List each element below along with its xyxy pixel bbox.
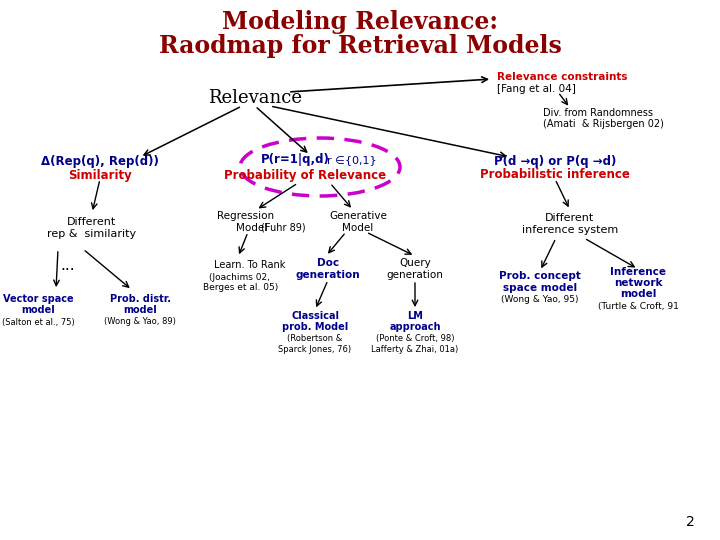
- Text: network: network: [613, 278, 662, 288]
- Text: Sparck Jones, 76): Sparck Jones, 76): [279, 345, 351, 354]
- Text: Lafferty & Zhai, 01a): Lafferty & Zhai, 01a): [372, 345, 459, 354]
- Text: Probability of Relevance: Probability of Relevance: [224, 168, 386, 181]
- Text: Query: Query: [399, 258, 431, 268]
- Text: Prob. distr.: Prob. distr.: [109, 294, 171, 304]
- Text: Probabilistic inference: Probabilistic inference: [480, 168, 630, 181]
- Text: model: model: [21, 305, 55, 315]
- Text: Model: Model: [343, 223, 374, 233]
- Text: Model: Model: [236, 223, 267, 233]
- Text: Learn. To Rank: Learn. To Rank: [215, 260, 286, 270]
- Text: (Salton et al., 75): (Salton et al., 75): [1, 318, 74, 327]
- Text: Similarity: Similarity: [68, 168, 132, 181]
- Text: Inference: Inference: [610, 267, 666, 277]
- Text: Berges et al. 05): Berges et al. 05): [203, 284, 279, 293]
- Text: r ∈{0,1}: r ∈{0,1}: [327, 155, 377, 165]
- Text: model: model: [620, 289, 656, 299]
- Text: Different: Different: [68, 217, 117, 227]
- Text: Δ(Rep(q), Rep(d)): Δ(Rep(q), Rep(d)): [41, 154, 159, 167]
- Text: (Robertson &: (Robertson &: [287, 334, 343, 343]
- Text: (Turtle & Croft, 91: (Turtle & Croft, 91: [598, 301, 678, 310]
- Text: (Amati  & Rijsbergen 02): (Amati & Rijsbergen 02): [543, 119, 664, 129]
- Text: [Fang et al. 04]: [Fang et al. 04]: [497, 84, 576, 94]
- Text: Regression: Regression: [217, 211, 274, 221]
- Text: (Joachims 02,: (Joachims 02,: [209, 273, 269, 281]
- Text: approach: approach: [390, 322, 441, 332]
- Text: Different: Different: [545, 213, 595, 223]
- Text: generation: generation: [387, 270, 444, 280]
- Text: Modeling Relevance:: Modeling Relevance:: [222, 10, 498, 34]
- Text: P(d →q) or P(q →d): P(d →q) or P(q →d): [494, 154, 616, 167]
- Text: Classical: Classical: [291, 311, 339, 321]
- Text: (Wong & Yao, 89): (Wong & Yao, 89): [104, 318, 176, 327]
- Text: ...: ...: [60, 259, 76, 273]
- Text: space model: space model: [503, 283, 577, 293]
- Text: Relevance: Relevance: [208, 89, 302, 107]
- Text: (Ponte & Croft, 98): (Ponte & Croft, 98): [376, 334, 454, 343]
- Text: Generative: Generative: [329, 211, 387, 221]
- Text: generation: generation: [296, 270, 360, 280]
- Text: Prob. concept: Prob. concept: [499, 271, 581, 281]
- Text: P(r=1|q,d): P(r=1|q,d): [261, 153, 330, 166]
- Text: Raodmap for Retrieval Models: Raodmap for Retrieval Models: [158, 34, 562, 58]
- Text: model: model: [123, 305, 157, 315]
- Text: (Wong & Yao, 95): (Wong & Yao, 95): [501, 295, 579, 305]
- Text: prob. Model: prob. Model: [282, 322, 348, 332]
- Text: Vector space: Vector space: [3, 294, 73, 304]
- Text: 2: 2: [685, 515, 694, 529]
- Text: LM: LM: [407, 311, 423, 321]
- Text: inference system: inference system: [522, 225, 618, 235]
- Text: Div. from Randomness: Div. from Randomness: [543, 108, 653, 118]
- Text: (Fuhr 89): (Fuhr 89): [261, 223, 305, 233]
- Text: Relevance constraints: Relevance constraints: [497, 72, 628, 82]
- Text: Doc: Doc: [317, 258, 339, 268]
- Text: rep &  similarity: rep & similarity: [48, 229, 137, 239]
